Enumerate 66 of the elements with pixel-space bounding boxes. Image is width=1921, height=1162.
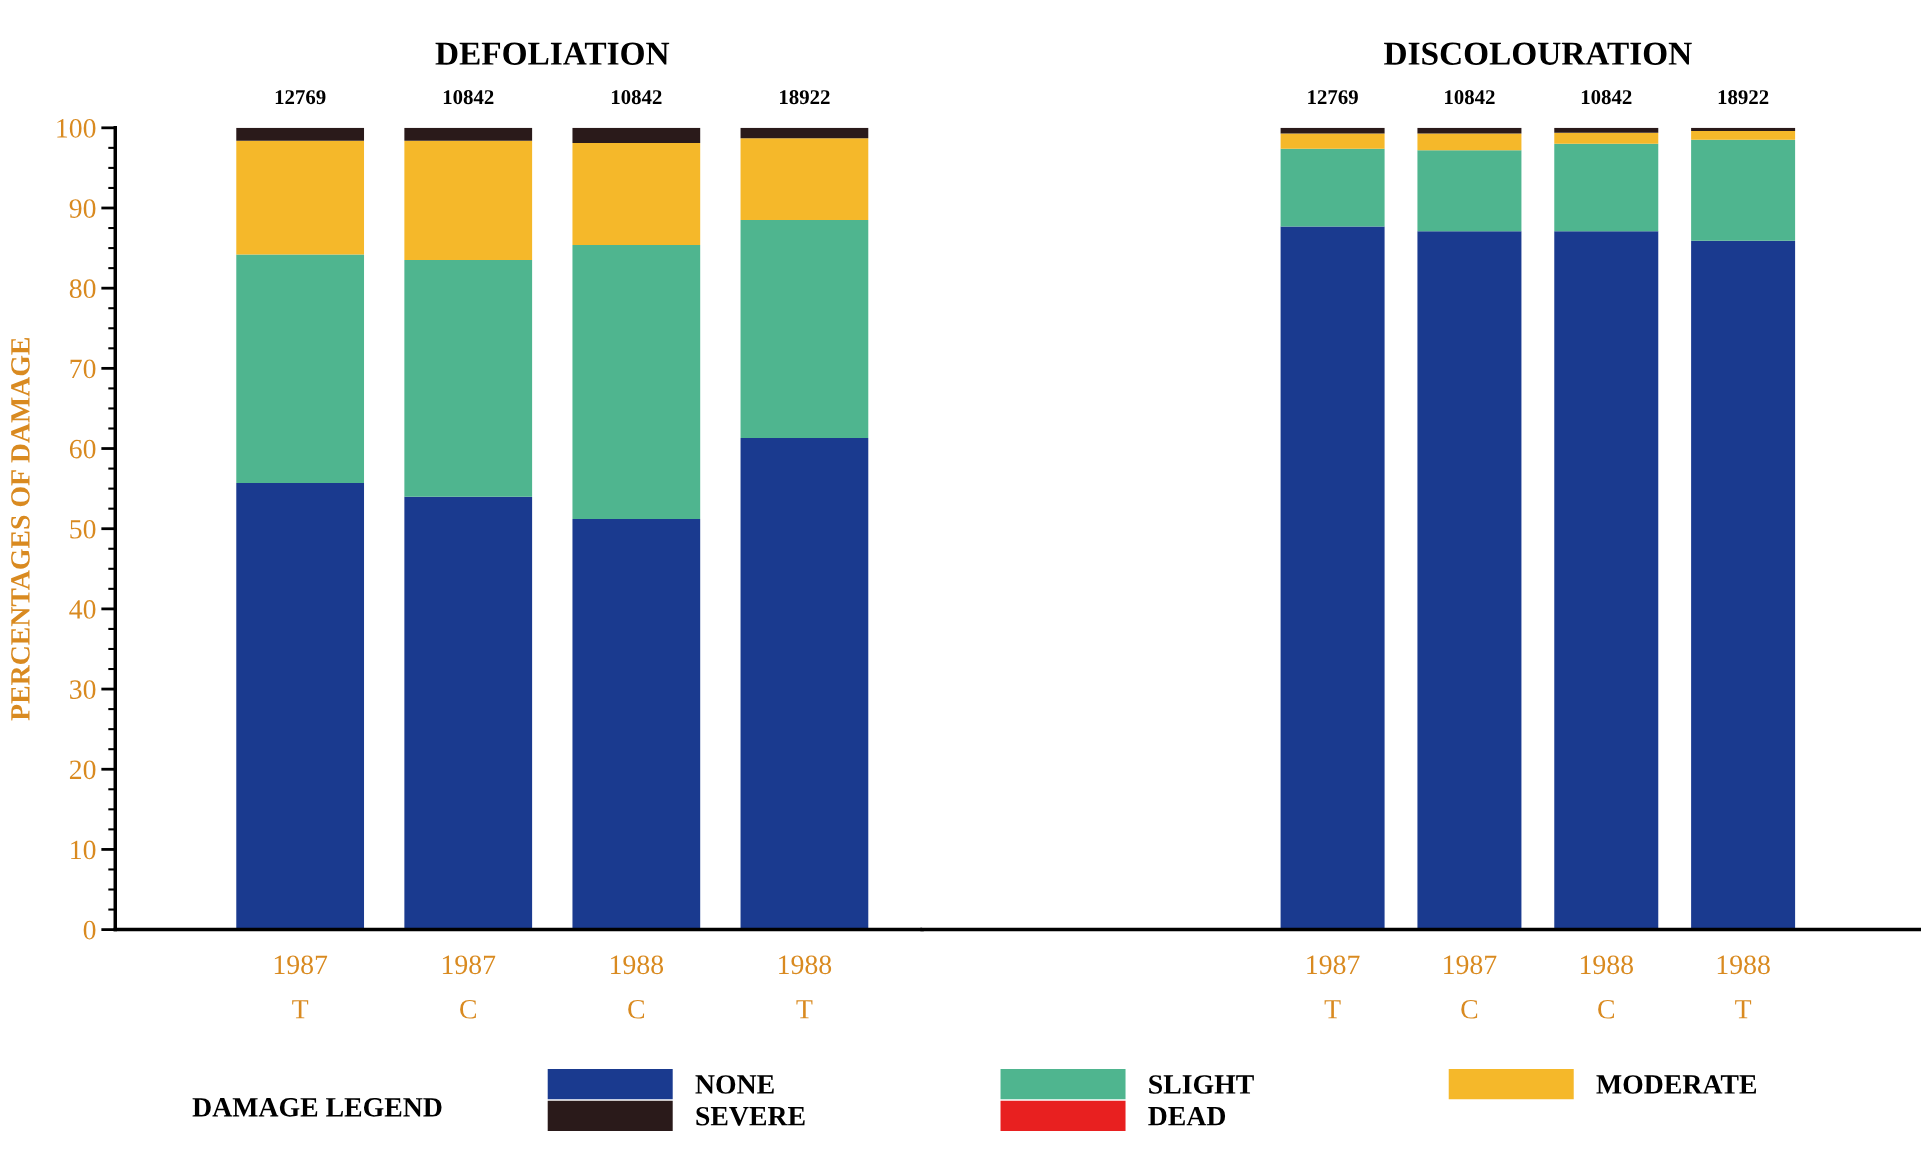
x-tick-label: 1988 T — [779, 955, 832, 1019]
bar — [1280, 133, 1385, 149]
bar — [1691, 240, 1796, 930]
bar — [236, 140, 365, 255]
bar — [404, 127, 533, 141]
y-tick-label: 10 — [71, 840, 96, 860]
legend-label: DEAD — [1148, 1106, 1226, 1126]
annotation: 10842 — [611, 90, 662, 105]
y-tick-label: 20 — [69, 760, 96, 780]
bar — [404, 260, 533, 497]
bar — [572, 244, 701, 520]
x-tick-label: 1987 T — [274, 955, 328, 1019]
bar — [1417, 231, 1522, 930]
annotation: 10842 — [1581, 90, 1632, 105]
y-axis-title: PERCENTAGES OF DAMAGE — [11, 337, 30, 721]
legend-label: SLIGHT — [1149, 1075, 1254, 1094]
bar — [1691, 131, 1796, 140]
bar — [236, 254, 365, 484]
bar — [1554, 132, 1659, 144]
bar — [572, 143, 701, 245]
annotation: 18922 — [1718, 90, 1769, 105]
bar — [236, 483, 365, 930]
y-tick-label: 40 — [69, 600, 96, 619]
y-tick-label: 70 — [70, 359, 96, 379]
bar — [404, 496, 533, 930]
y-tick-label: 30 — [70, 680, 96, 699]
bar — [572, 127, 701, 144]
bar — [572, 519, 701, 930]
chart-title: DISCOLOURATION — [1384, 42, 1692, 65]
bar — [404, 140, 533, 261]
y-tick-label: 80 — [69, 279, 96, 299]
bar — [1691, 139, 1796, 241]
bar — [1417, 150, 1522, 232]
x-tick-label: 1987 C — [442, 955, 496, 1019]
bar — [740, 127, 869, 139]
annotation: 10842 — [443, 90, 494, 105]
annotation: 12769 — [1308, 90, 1358, 105]
annotation: 12769 — [275, 90, 326, 105]
bar — [1691, 127, 1796, 132]
bar — [1554, 127, 1659, 133]
bar — [1554, 231, 1659, 930]
bar — [740, 138, 869, 221]
x-tick-label: 1988 T — [1717, 955, 1770, 1019]
bar — [1417, 133, 1522, 151]
bar — [1554, 143, 1659, 232]
x-tick-label: 1988 C — [1580, 955, 1633, 1019]
y-tick-label: 90 — [69, 199, 96, 218]
x-tick-label: 1988 C — [611, 955, 664, 1019]
legend-label: NONE — [695, 1075, 774, 1094]
bar — [740, 438, 869, 930]
y-tick-label: 60 — [69, 439, 96, 459]
chart-title: DEFOLIATION — [435, 42, 670, 65]
legend-label: SEVERE — [696, 1106, 805, 1126]
annotation: 18922 — [780, 90, 830, 105]
bar — [740, 220, 869, 439]
y-tick-label: 0 — [83, 920, 96, 940]
y-tick-label: 50 — [70, 519, 96, 539]
x-tick-label: 1987 T — [1307, 955, 1360, 1019]
legend-label: MODERATE — [1596, 1075, 1757, 1094]
legend-title: DAMAGE LEGEND — [192, 1098, 442, 1117]
y-tick-label: 100 — [57, 118, 96, 138]
x-tick-label: 1987 C — [1444, 955, 1497, 1019]
bar — [1280, 148, 1385, 227]
bar — [236, 127, 365, 141]
annotation: 10842 — [1445, 90, 1495, 105]
bar — [1280, 226, 1385, 930]
